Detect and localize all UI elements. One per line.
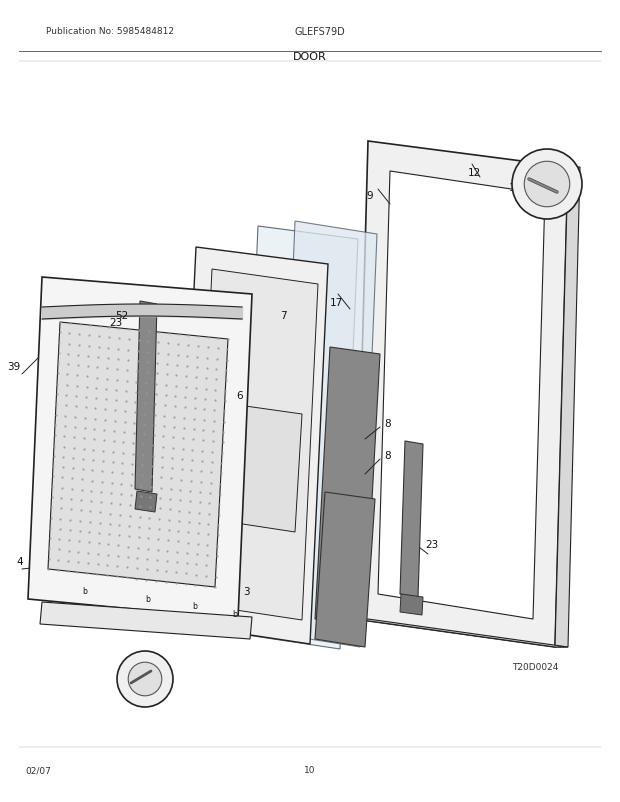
Text: 23: 23 bbox=[109, 318, 123, 327]
Text: 23: 23 bbox=[425, 539, 438, 549]
Text: 3: 3 bbox=[242, 586, 249, 596]
Polygon shape bbox=[355, 619, 568, 647]
Polygon shape bbox=[240, 227, 358, 649]
Polygon shape bbox=[135, 302, 157, 492]
Circle shape bbox=[128, 662, 162, 696]
Text: 52: 52 bbox=[115, 310, 128, 321]
Polygon shape bbox=[40, 602, 252, 639]
Polygon shape bbox=[378, 172, 545, 619]
Text: 9: 9 bbox=[366, 191, 373, 200]
Polygon shape bbox=[178, 248, 328, 644]
Text: 7: 7 bbox=[280, 310, 286, 321]
Text: 02/07: 02/07 bbox=[25, 766, 51, 775]
Text: GLEFS79D: GLEFS79D bbox=[294, 27, 345, 37]
Text: 60B: 60B bbox=[131, 677, 149, 686]
Text: 4: 4 bbox=[17, 557, 24, 566]
Text: T20D0024: T20D0024 bbox=[512, 662, 558, 671]
Text: 39: 39 bbox=[7, 362, 20, 371]
Text: b: b bbox=[232, 610, 237, 618]
Polygon shape bbox=[210, 403, 302, 533]
Text: 8: 8 bbox=[384, 419, 391, 428]
Polygon shape bbox=[48, 322, 228, 587]
Polygon shape bbox=[315, 492, 375, 647]
Text: Publication No: 5985484812: Publication No: 5985484812 bbox=[46, 27, 174, 36]
Text: 10: 10 bbox=[304, 766, 316, 775]
Circle shape bbox=[117, 651, 173, 707]
Text: 8: 8 bbox=[384, 451, 391, 460]
Text: 6: 6 bbox=[237, 391, 243, 400]
Text: 12: 12 bbox=[467, 168, 481, 178]
Polygon shape bbox=[400, 594, 423, 615]
Polygon shape bbox=[400, 441, 423, 597]
Circle shape bbox=[512, 150, 582, 220]
Text: DOOR: DOOR bbox=[293, 52, 327, 62]
Text: b: b bbox=[82, 587, 87, 596]
Polygon shape bbox=[28, 277, 252, 619]
Polygon shape bbox=[135, 492, 157, 512]
Polygon shape bbox=[278, 221, 377, 647]
Polygon shape bbox=[196, 269, 318, 620]
Text: 17: 17 bbox=[329, 298, 343, 308]
Polygon shape bbox=[315, 347, 380, 627]
Text: b: b bbox=[146, 595, 151, 604]
Circle shape bbox=[525, 162, 570, 208]
Text: b: b bbox=[193, 602, 197, 611]
Text: 10: 10 bbox=[508, 183, 521, 192]
Polygon shape bbox=[555, 168, 580, 647]
Polygon shape bbox=[355, 142, 568, 647]
